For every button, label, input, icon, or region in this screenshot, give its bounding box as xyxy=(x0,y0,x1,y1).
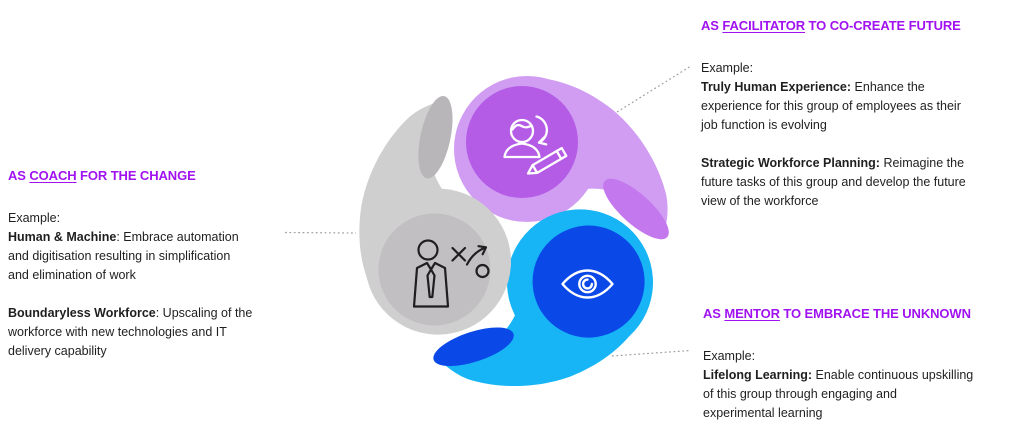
mentor-text-block: AS MENTOR TO EMBRACE THE UNKNOWN Example… xyxy=(703,304,1023,434)
facilitator-heading: AS FACILITATOR TO CO-CREATE FUTURE xyxy=(701,16,1021,35)
item-desc: Enhance the experience for this group of… xyxy=(701,80,961,132)
coach-strategy-icon xyxy=(412,239,490,308)
coach-heading-pre: AS xyxy=(8,168,30,183)
item-term: Boundaryless Workforce xyxy=(8,306,156,320)
item-term: Strategic Workforce Planning: xyxy=(701,156,880,170)
example-label: Example: xyxy=(703,349,756,363)
facilitator-connector-line xyxy=(616,65,692,113)
coach-item-2: Boundaryless Workforce: Upscaling of the… xyxy=(8,304,308,361)
mentor-heading-keyword: MENTOR xyxy=(724,306,780,321)
mentor-connector-line xyxy=(611,349,691,357)
coach-shape xyxy=(359,96,511,335)
example-label: Example: xyxy=(8,211,61,225)
facilitator-heading-keyword: FACILITATOR xyxy=(722,18,806,33)
item-desc: Enable continuous upskilling of this gro… xyxy=(703,368,974,420)
item-term: Human & Machine xyxy=(8,230,117,244)
facilitator-text-block: AS FACILITATOR TO CO-CREATE FUTURE Examp… xyxy=(701,16,1021,230)
mentor-eye-icon xyxy=(561,269,614,299)
item-term: Lifelong Learning: xyxy=(703,368,813,382)
coach-circle xyxy=(378,213,491,326)
coach-item-1: Human & Machine: Embrace automation and … xyxy=(8,228,308,285)
facilitator-item-1: Truly Human Experience: Enhance the expe… xyxy=(701,78,1021,135)
mentor-curl xyxy=(433,327,514,367)
mentor-heading: AS MENTOR TO EMBRACE THE UNKNOWN xyxy=(703,304,1023,323)
coach-heading-keyword: COACH xyxy=(29,168,77,183)
coach-heading: AS COACH FOR THE CHANGE xyxy=(8,166,308,185)
mentor-item-1: Lifelong Learning: Enable continuous ups… xyxy=(703,366,1023,423)
facilitator-body: Example: Truly Human Experience: Enhance… xyxy=(701,59,1021,211)
facilitator-item-2: Strategic Workforce Planning: Reimagine … xyxy=(701,154,1021,211)
facilitator-heading-pre: AS xyxy=(701,18,723,33)
mentor-heading-pre: AS xyxy=(703,306,725,321)
mentor-heading-post: TO EMBRACE THE UNKNOWN xyxy=(779,306,971,321)
item-desc: : Embrace automation and digitisation re… xyxy=(8,230,239,282)
mentor-body: Example: Lifelong Learning: Enable conti… xyxy=(703,347,1023,423)
coach-body: Example: Human & Machine: Embrace automa… xyxy=(8,209,308,361)
example-label: Example: xyxy=(701,61,754,75)
item-desc: Reimagine the future tasks of this group… xyxy=(701,156,966,208)
coach-heading-post: FOR THE CHANGE xyxy=(76,168,196,183)
facilitator-curl xyxy=(603,178,669,240)
item-desc: : Upscaling of the workforce with new te… xyxy=(8,306,253,358)
coach-connector-line xyxy=(284,231,357,234)
facilitator-heading-post: TO CO-CREATE FUTURE xyxy=(805,18,961,33)
facilitator-person-pencil-icon xyxy=(503,115,568,175)
mentor-circle xyxy=(532,225,645,338)
coach-text-block: AS COACH FOR THE CHANGE Example: Human &… xyxy=(8,166,308,380)
coach-curl xyxy=(418,96,453,179)
item-term: Truly Human Experience: xyxy=(701,80,852,94)
